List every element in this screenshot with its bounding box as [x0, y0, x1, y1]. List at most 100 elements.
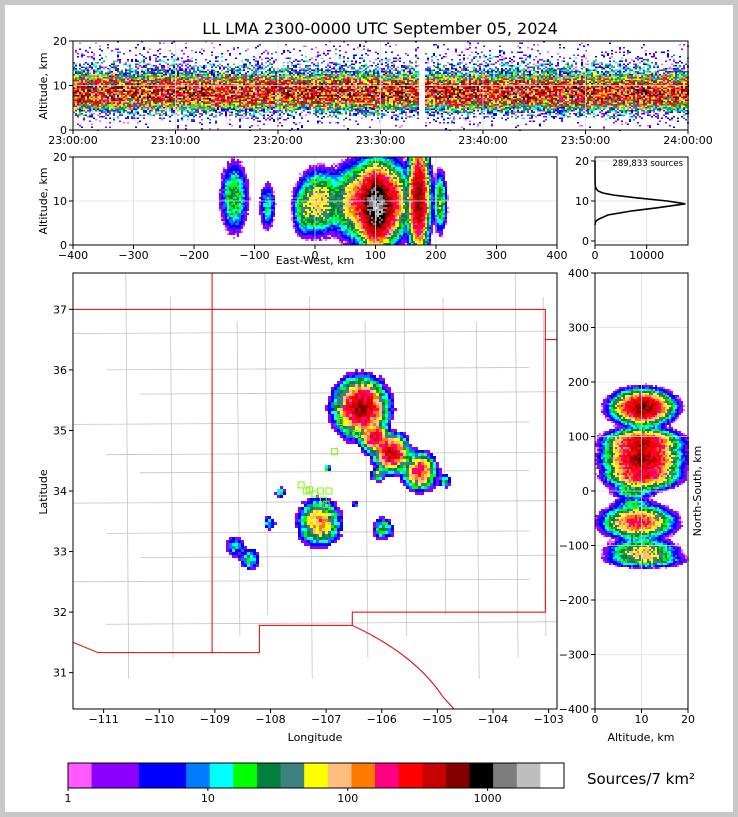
time-height-cell	[299, 104, 301, 106]
time-height-cell	[95, 80, 97, 82]
time-height-cell	[275, 80, 277, 82]
time-height-cell	[85, 87, 87, 89]
time-height-cell	[95, 77, 97, 79]
time-height-cell	[267, 96, 269, 98]
time-height-cell	[99, 54, 101, 56]
time-height-cell	[299, 50, 301, 52]
time-height-cell	[279, 99, 281, 101]
time-height-cell	[125, 96, 127, 98]
time-height-cell	[165, 95, 167, 97]
time-height-cell	[191, 83, 193, 85]
time-height-cell	[271, 71, 273, 73]
time-height-cell	[229, 95, 231, 97]
time-height-cell	[125, 69, 127, 71]
time-height-cell	[171, 72, 173, 74]
time-height-cell	[361, 111, 363, 113]
time-height-cell	[367, 81, 369, 83]
time-height-cell	[331, 86, 333, 88]
time-height-cell	[237, 95, 239, 97]
time-height-cell	[141, 83, 143, 85]
time-height-cell	[79, 83, 81, 85]
time-height-cell	[291, 107, 293, 109]
time-height-cell	[363, 92, 365, 94]
time-height-cell	[151, 108, 153, 110]
time-height-cell	[77, 77, 79, 79]
time-height-cell	[205, 77, 207, 79]
time-height-cell	[229, 119, 231, 121]
time-height-cell	[297, 102, 299, 104]
time-height-cell	[181, 92, 183, 94]
time-height-cell	[295, 123, 297, 125]
time-height-cell	[283, 86, 285, 88]
time-height-cell	[109, 107, 111, 109]
time-height-cell	[81, 74, 83, 76]
time-height-cell	[293, 108, 295, 110]
time-height-cell	[313, 99, 315, 101]
time-height-cell	[113, 113, 115, 115]
time-height-cell	[245, 117, 247, 119]
time-height-cell	[267, 93, 269, 95]
time-height-cell	[135, 89, 137, 91]
time-height-cell	[211, 69, 213, 71]
time-height-cell	[263, 68, 265, 70]
time-height-cell	[81, 90, 83, 92]
time-height-cell	[191, 71, 193, 73]
time-height-cell	[341, 113, 343, 115]
time-height-cell	[81, 83, 83, 85]
time-height-cell	[291, 72, 293, 74]
time-height-cell	[257, 80, 259, 82]
time-height-cell	[223, 90, 225, 92]
time-height-cell	[269, 62, 271, 64]
time-height-cell	[213, 101, 215, 103]
time-height-cell	[251, 104, 253, 106]
time-height-cell	[347, 110, 349, 112]
time-height-cell	[189, 87, 191, 89]
time-height-cell	[81, 96, 83, 98]
time-height-cell	[99, 89, 101, 91]
time-height-cell	[161, 78, 163, 80]
time-height-cell	[303, 102, 305, 104]
time-height-cell	[203, 80, 205, 82]
time-height-cell	[259, 107, 261, 109]
time-height-cell	[77, 53, 79, 55]
time-height-cell	[93, 83, 95, 85]
time-height-cell	[195, 96, 197, 98]
time-height-cell	[269, 63, 271, 65]
time-height-cell	[303, 104, 305, 106]
time-height-cell	[75, 65, 77, 67]
time-height-cell	[121, 69, 123, 71]
time-height-cell	[345, 80, 347, 82]
time-height-cell	[207, 62, 209, 64]
time-height-cell	[89, 111, 91, 113]
time-height-cell	[201, 72, 203, 74]
time-height-cell	[193, 98, 195, 100]
time-height-cell	[119, 120, 121, 122]
time-height-cell	[255, 89, 257, 91]
time-height-cell	[367, 111, 369, 113]
time-height-cell	[211, 42, 213, 44]
time-height-cell	[321, 89, 323, 91]
time-height-cell	[89, 74, 91, 76]
time-height-cell	[161, 83, 163, 85]
time-height-cell	[235, 80, 237, 82]
time-height-cell	[231, 125, 233, 127]
time-height-cell	[163, 71, 165, 73]
time-height-cell	[83, 66, 85, 68]
time-height-cell	[187, 72, 189, 74]
time-height-cell	[153, 65, 155, 67]
time-height-cell	[127, 89, 129, 91]
time-height-cell	[231, 77, 233, 79]
time-height-cell	[279, 113, 281, 115]
time-height-cell	[317, 54, 319, 56]
time-height-cell	[315, 105, 317, 107]
time-height-cell	[101, 93, 103, 95]
time-height-cell	[141, 86, 143, 88]
time-height-cell	[73, 81, 75, 83]
time-height-cell	[183, 114, 185, 116]
time-height-cell	[151, 107, 153, 109]
time-height-cell	[163, 104, 165, 106]
time-height-cell	[115, 74, 117, 76]
time-height-cell	[161, 107, 163, 109]
time-height-cell	[311, 77, 313, 79]
time-height-cell	[275, 51, 277, 53]
